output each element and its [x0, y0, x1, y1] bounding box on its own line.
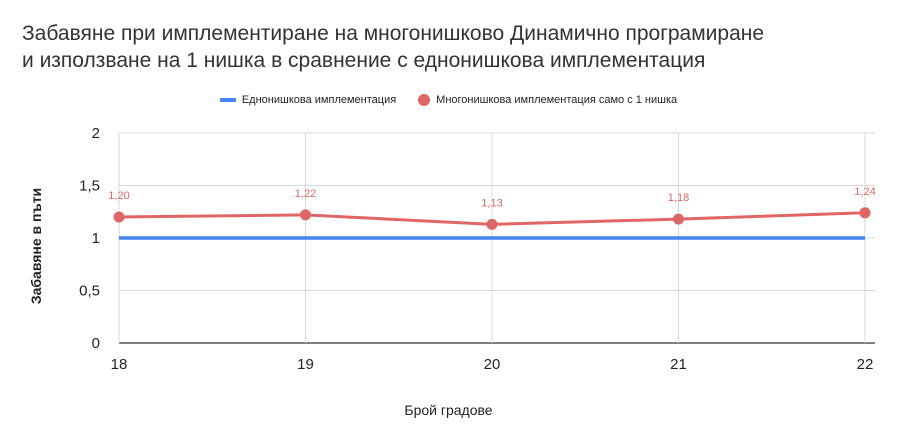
data-label: 1,22 [295, 188, 316, 200]
y-tick-label: 0 [92, 335, 100, 352]
data-point [486, 218, 498, 230]
legend-label-single-thread: Еднонишкова имплементация [241, 94, 397, 106]
x-tick-label: 22 [857, 356, 874, 373]
data-point [673, 213, 684, 225]
data-point [300, 209, 311, 221]
y-tick-label: 2 [92, 125, 100, 142]
legend-swatch-multi-thread [418, 94, 431, 106]
x-axis-label: Брой градове [404, 402, 493, 418]
y-axis-label: Забавяне в пъти [28, 187, 44, 305]
x-tick-label: 20 [484, 356, 501, 373]
y-tick-label: 1 [92, 230, 100, 247]
data-label: 1,13 [481, 197, 502, 209]
x-tick-label: 18 [111, 356, 128, 373]
legend-swatch-single-thread [219, 98, 236, 102]
legend-item-multi-thread: Многонишкова имплементация само с 1 нишк… [418, 94, 677, 106]
y-tick-label: 0,5 [79, 283, 100, 300]
legend-label-multi-thread: Многонишкова имплементация само с 1 нишк… [436, 94, 678, 106]
data-point [113, 211, 125, 223]
chart-title-line-2: и използване на 1 нишка в сравнение с ед… [22, 49, 706, 72]
chart-title: Забавяне при имплементиране на многонишк… [22, 20, 882, 74]
data-point [859, 207, 871, 219]
data-label: 1,20 [108, 190, 129, 202]
data-label: 1,24 [854, 186, 875, 198]
y-tick-label: 1,5 [79, 178, 100, 195]
chart-legend: Еднонишкова имплементация Многонишкова и… [0, 91, 897, 109]
x-tick-label: 19 [297, 356, 314, 373]
x-tick-label: 21 [670, 356, 687, 373]
chart-title-line-1: Забавяне при имплементиране на многонишк… [22, 22, 765, 45]
legend-item-single-thread: Еднонишкова имплементация [219, 94, 397, 106]
data-label: 1,18 [668, 192, 689, 204]
